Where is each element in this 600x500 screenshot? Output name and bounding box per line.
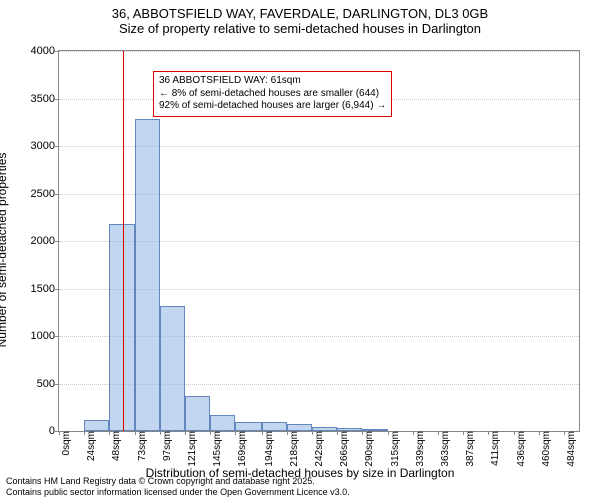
- y-tick-label: 3500: [31, 93, 59, 105]
- x-tick-label: 0sqm: [59, 431, 72, 455]
- footer-line-2: Contains public sector information licen…: [6, 487, 350, 498]
- y-tick-label: 2000: [31, 235, 59, 247]
- footer: Contains HM Land Registry data © Crown c…: [6, 476, 350, 498]
- x-tick-label: 363sqm: [438, 431, 451, 467]
- x-tick-label: 460sqm: [539, 431, 552, 467]
- chart-container: 36, ABBOTSFIELD WAY, FAVERDALE, DARLINGT…: [0, 0, 600, 500]
- x-tick-label: 97sqm: [160, 431, 173, 461]
- x-tick-label: 266sqm: [337, 431, 350, 467]
- x-tick-label: 290sqm: [362, 431, 375, 467]
- x-tick-label: 411sqm: [488, 431, 501, 466]
- y-axis-label: Number of semi-detached properties: [0, 55, 9, 250]
- histogram-bar: [262, 422, 287, 431]
- title-line-2: Size of property relative to semi-detach…: [0, 21, 600, 36]
- x-tick-label: 218sqm: [287, 431, 300, 467]
- gridline: [59, 51, 579, 52]
- y-tick-label: 2500: [31, 188, 59, 200]
- x-tick-label: 339sqm: [413, 431, 426, 467]
- y-tick-label: 1500: [31, 283, 59, 295]
- x-tick-label: 484sqm: [564, 431, 577, 467]
- x-tick-label: 24sqm: [84, 431, 97, 461]
- y-tick-label: 0: [49, 425, 59, 437]
- x-tick-label: 145sqm: [210, 431, 223, 467]
- annotation-line-3: 92% of semi-detached houses are larger (…: [159, 100, 386, 113]
- annotation-line-2: ← 8% of semi-detached houses are smaller…: [159, 88, 386, 101]
- footer-line-1: Contains HM Land Registry data © Crown c…: [6, 476, 350, 487]
- x-tick-label: 315sqm: [388, 431, 401, 467]
- y-tick-label: 1000: [31, 330, 59, 342]
- x-tick-label: 169sqm: [235, 431, 248, 467]
- histogram-bar: [84, 420, 109, 431]
- histogram-bar: [287, 424, 312, 431]
- y-tick-label: 4000: [31, 45, 59, 57]
- x-tick-label: 48sqm: [109, 431, 122, 461]
- histogram-bar: [160, 306, 185, 431]
- title-line-1: 36, ABBOTSFIELD WAY, FAVERDALE, DARLINGT…: [0, 6, 600, 21]
- y-tick-label: 3000: [31, 140, 59, 152]
- histogram-bar: [235, 422, 261, 432]
- histogram-bar: [135, 119, 160, 431]
- histogram-bar: [185, 396, 210, 431]
- y-tick-label: 500: [37, 378, 59, 390]
- x-tick-label: 121sqm: [185, 431, 198, 467]
- histogram-bar: [210, 415, 235, 431]
- title-block: 36, ABBOTSFIELD WAY, FAVERDALE, DARLINGT…: [0, 0, 600, 36]
- annotation-line-1: 36 ABBOTSFIELD WAY: 61sqm: [159, 75, 386, 88]
- x-tick-label: 194sqm: [262, 431, 275, 467]
- x-tick-label: 73sqm: [135, 431, 148, 461]
- x-tick-label: 242sqm: [312, 431, 325, 467]
- plot-area: 050010001500200025003000350040000sqm24sq…: [58, 50, 580, 432]
- x-tick-label: 436sqm: [514, 431, 527, 467]
- x-tick-label: 387sqm: [463, 431, 476, 467]
- marker-line: [123, 51, 124, 431]
- annotation-box: 36 ABBOTSFIELD WAY: 61sqm← 8% of semi-de…: [153, 71, 392, 117]
